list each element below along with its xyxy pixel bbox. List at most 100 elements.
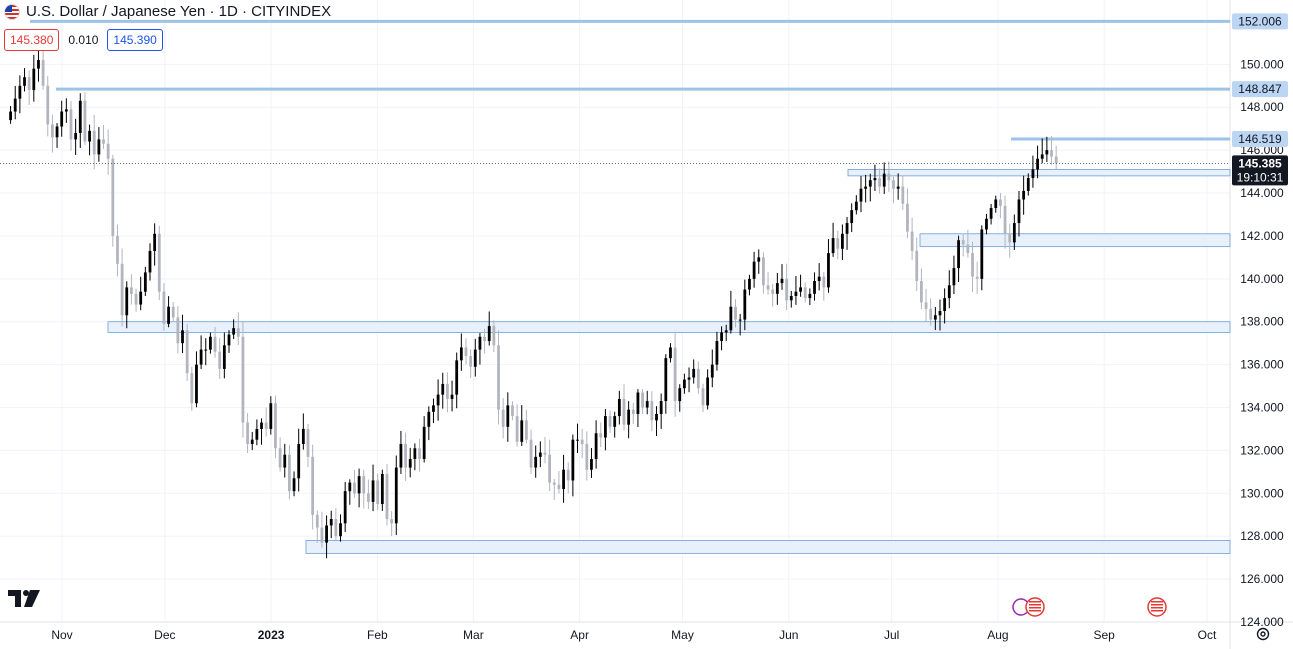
- candle-body: [185, 330, 189, 374]
- price-tick-label: 142.000: [1240, 229, 1284, 243]
- candle-body: [88, 130, 91, 142]
- candle-body: [18, 85, 22, 99]
- time-tick-label: Dec: [154, 628, 175, 642]
- candle-body: [785, 278, 789, 301]
- price-tick-label: 150.000: [1240, 57, 1284, 71]
- candle-body: [441, 383, 445, 395]
- price-tick-label: 130.000: [1240, 486, 1284, 500]
- candle-body: [162, 291, 166, 324]
- candle-body: [171, 306, 175, 318]
- candle-body: [315, 514, 319, 528]
- candle-body: [55, 126, 59, 138]
- candle-body: [757, 257, 761, 262]
- candle-body: [329, 519, 333, 526]
- candle-body: [418, 448, 421, 459]
- candle-body: [924, 302, 928, 309]
- candle-body: [1022, 190, 1026, 200]
- candle-body: [97, 139, 101, 155]
- candle-body: [520, 420, 524, 442]
- chart-header: U.S. Dollar / Japanese Yen · 1D · CITYIN…: [4, 3, 331, 20]
- candle-body: [78, 100, 82, 133]
- candle-body: [1050, 150, 1053, 157]
- candle-body: [37, 60, 40, 69]
- candle-body: [167, 306, 170, 324]
- support-resistance-zone: [107, 321, 1231, 333]
- candle-body: [46, 85, 50, 125]
- spread-value: 0.010: [68, 33, 99, 47]
- candle-body: [878, 178, 881, 187]
- candle-body: [864, 186, 868, 189]
- candle-body: [887, 173, 891, 181]
- candle-body: [13, 98, 17, 112]
- economic-event-icon[interactable]: [1025, 597, 1045, 617]
- candle-body: [51, 124, 54, 138]
- candle-body: [799, 287, 802, 292]
- buy-button[interactable]: 145.390: [107, 29, 163, 51]
- candle-body: [506, 405, 510, 427]
- tradingview-logo-icon[interactable]: [8, 590, 42, 608]
- candle-body: [822, 276, 826, 288]
- candle-body: [74, 132, 78, 140]
- candle-body: [209, 336, 212, 350]
- candle-body: [301, 428, 305, 444]
- price-level-badge: [1232, 81, 1288, 98]
- candle-body: [985, 218, 988, 230]
- candle-body: [404, 443, 407, 468]
- candle-body: [64, 109, 68, 112]
- candle-body: [590, 458, 593, 470]
- candle-body: [390, 519, 394, 524]
- economic-event-icon[interactable]: [1147, 597, 1167, 617]
- candle-body: [957, 240, 960, 269]
- price-tick-label: 134.000: [1240, 401, 1284, 415]
- support-resistance-zone: [919, 233, 1231, 248]
- candle-body: [845, 223, 849, 234]
- candle-body: [947, 285, 951, 299]
- candle-body: [534, 456, 538, 468]
- candle-body: [274, 403, 277, 449]
- time-tick-label: Aug: [987, 628, 1008, 642]
- candle-body: [622, 398, 626, 425]
- candle-body: [106, 143, 110, 159]
- candle-body: [608, 416, 612, 427]
- candle-body: [283, 454, 287, 468]
- candle-body: [650, 401, 654, 421]
- candle-body: [222, 345, 226, 369]
- support-resistance-zone: [847, 169, 1231, 177]
- candle-body: [83, 100, 87, 142]
- candle-body: [41, 60, 45, 86]
- candle-body: [339, 523, 342, 537]
- candle-body: [859, 188, 863, 202]
- candle-body: [943, 298, 947, 311]
- candle-body: [116, 235, 119, 264]
- time-tick-label: Jul: [884, 628, 899, 642]
- candle-body: [562, 469, 565, 490]
- candle-body: [357, 476, 361, 494]
- candle-body: [125, 287, 129, 316]
- candle-body: [687, 377, 691, 380]
- price-tick-label: 126.000: [1240, 572, 1284, 586]
- price-tick-label: 144.000: [1240, 186, 1284, 200]
- candle-body: [873, 178, 877, 181]
- time-tick-label: Mar: [463, 628, 484, 642]
- candle-body: [729, 306, 733, 331]
- candle-body: [432, 405, 435, 412]
- candle-body: [143, 272, 147, 292]
- candle-body: [241, 336, 245, 423]
- candle-body: [376, 480, 380, 505]
- sell-button[interactable]: 145.380: [4, 29, 60, 51]
- candle-body: [775, 283, 779, 294]
- candle-body: [213, 336, 217, 352]
- candle-body: [497, 345, 500, 410]
- candle-body: [148, 250, 152, 273]
- candle-body: [306, 428, 310, 457]
- candle-body: [1017, 199, 1021, 224]
- candle-body: [255, 428, 259, 440]
- candle-body: [906, 203, 909, 232]
- settings-gear-icon[interactable]: [1255, 626, 1271, 642]
- candle-body: [371, 480, 375, 502]
- candle-body: [343, 491, 347, 524]
- symbol-title[interactable]: U.S. Dollar / Japanese Yen · 1D · CITYIN…: [26, 3, 332, 20]
- time-tick-label: Feb: [367, 628, 388, 642]
- candle-body: [181, 330, 184, 344]
